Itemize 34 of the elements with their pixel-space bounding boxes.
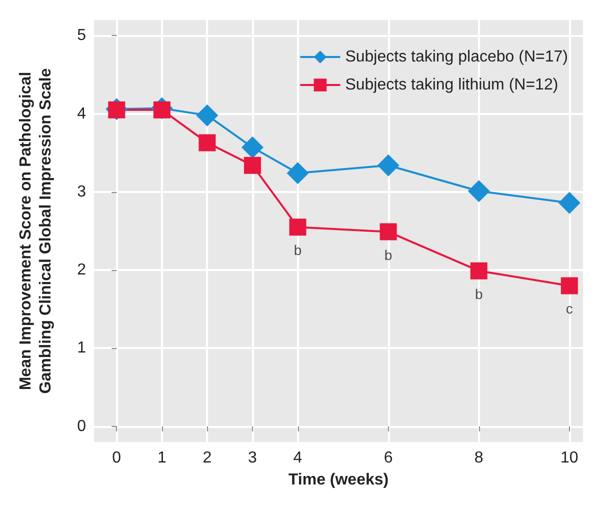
point — [560, 277, 578, 294]
y-tick-label: 4 — [77, 105, 86, 122]
x-tick-label: 1 — [157, 450, 166, 466]
annotation: b — [474, 286, 483, 302]
point — [470, 262, 488, 280]
point — [196, 104, 218, 126]
y-tick-label: 0 — [77, 418, 86, 435]
legend-label: Subjects taking lithium (N=12) — [345, 76, 558, 94]
x-tick-label: 6 — [384, 450, 393, 466]
point — [468, 180, 490, 202]
y-tick-label: 2 — [77, 262, 86, 279]
x-tick-label: 2 — [202, 450, 212, 466]
annotation: b — [384, 246, 392, 263]
point — [289, 218, 306, 236]
y-tick-label: 3 — [77, 183, 86, 200]
point — [241, 136, 264, 158]
x-tick-label: 3 — [248, 450, 258, 466]
y-axis-title: Mean Improvement Score on Pathological Gambling Clinical Global Impression Scale — [18, 68, 54, 394]
x-axis-title: Time (weeks) — [288, 472, 389, 488]
x-tick-label: 0 — [112, 450, 122, 466]
point — [244, 156, 261, 174]
x-tick-label: 10 — [560, 450, 578, 466]
x-tick-label: 4 — [293, 450, 302, 466]
x-tick-label: 8 — [474, 450, 484, 466]
annotation: c — [566, 300, 573, 317]
y-tick-label: 5 — [77, 27, 86, 44]
annotation: b — [294, 242, 302, 258]
point — [380, 223, 397, 240]
point — [198, 134, 216, 152]
point — [286, 162, 309, 184]
point — [377, 154, 400, 176]
point — [558, 192, 580, 214]
y-tick-label: 1 — [77, 340, 86, 357]
legend-label: Subjects taking placebo (N=17) — [345, 48, 568, 66]
